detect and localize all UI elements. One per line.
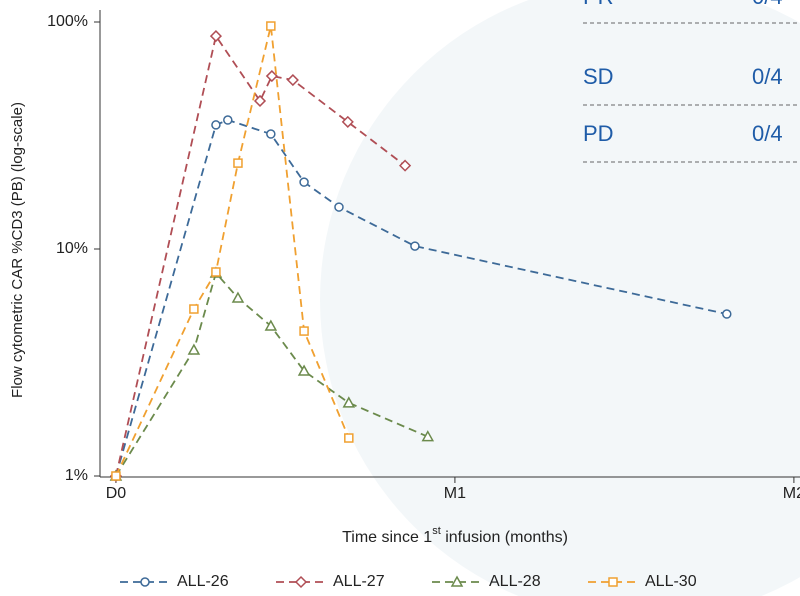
marker	[294, 575, 308, 589]
marker	[140, 577, 150, 587]
series-line	[115, 25, 350, 477]
marker	[297, 364, 311, 376]
marker	[266, 21, 276, 31]
marker	[223, 115, 233, 125]
background-shape	[320, 0, 800, 596]
marker	[187, 343, 201, 355]
marker	[344, 433, 354, 443]
series-line	[115, 271, 429, 477]
x-label-rest: infusion (months)	[441, 529, 568, 546]
legend-label: ALL-28	[489, 573, 541, 590]
x-tick-label: D0	[106, 485, 127, 502]
x-tick-label: M1	[444, 485, 466, 502]
table-cell: SD	[583, 64, 614, 89]
marker	[211, 267, 221, 277]
marker	[286, 73, 299, 87]
table-cell: PD	[583, 121, 614, 146]
legend-entry: ALL-28	[432, 573, 541, 590]
marker	[265, 69, 278, 83]
marker	[421, 430, 435, 442]
x-axis-label: Time since 1st infusion (months)	[342, 525, 568, 546]
marker	[233, 158, 243, 168]
legend-entry: ALL-26	[120, 573, 229, 590]
y-tick-label: 10%	[56, 240, 88, 257]
y-axis-label: Flow cytometric CAR %CD3 (PB) (log-scale…	[9, 102, 26, 398]
table: PR 0/4 SD 0/4 PD 0/4	[583, 0, 800, 163]
marker	[722, 309, 732, 319]
marker	[608, 577, 618, 587]
marker	[253, 94, 267, 108]
table-cell: 0/4	[752, 121, 783, 146]
y-tick-label: 1%	[65, 467, 88, 484]
x-label-sup: st	[432, 525, 441, 537]
marker	[266, 129, 276, 139]
marker	[189, 304, 199, 314]
legend-label: ALL-27	[333, 573, 385, 590]
marker	[299, 177, 309, 187]
marker	[231, 291, 245, 303]
marker	[334, 202, 344, 212]
x-tick-label: M2	[783, 485, 800, 502]
marker	[209, 30, 222, 43]
marker	[264, 319, 278, 331]
legend-label: ALL-30	[645, 573, 697, 590]
legend-label: ALL-26	[177, 573, 229, 590]
marker	[341, 115, 354, 128]
legend-entry: ALL-30	[588, 573, 697, 590]
marker	[342, 396, 356, 408]
marker	[399, 159, 412, 172]
marker	[111, 471, 121, 481]
x-label-text: Time since 1	[342, 529, 432, 546]
y-tick-label: 100%	[47, 13, 88, 30]
marker	[211, 120, 221, 130]
table-cell: 0/4	[752, 64, 783, 89]
marker	[450, 575, 464, 587]
marker	[410, 241, 420, 251]
legend-entry: ALL-27	[276, 573, 385, 590]
table-cell: 0/4	[752, 0, 783, 9]
table-cell: PR	[583, 0, 614, 9]
marker	[299, 326, 309, 336]
